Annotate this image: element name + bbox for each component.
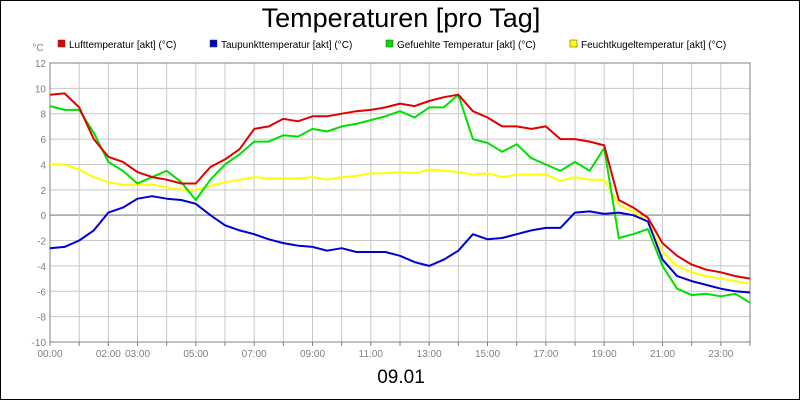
y-tick-label: 12 bbox=[35, 59, 47, 70]
y-tick-label: 4 bbox=[40, 160, 46, 171]
x-tick-label: 00:00 bbox=[37, 349, 62, 360]
legend-swatch bbox=[209, 39, 218, 48]
legend-label: Taupunkttemperatur [akt] (°C) bbox=[221, 40, 352, 51]
x-tick-label: 05:00 bbox=[183, 349, 208, 360]
date-label: 09.01 bbox=[377, 367, 425, 388]
x-tick-label: 02:00 bbox=[96, 349, 121, 360]
x-tick-label: 09:00 bbox=[300, 349, 325, 360]
legend-label: Gefuehlte Temperatur [akt] (°C) bbox=[397, 40, 536, 51]
series-line bbox=[49, 195, 751, 294]
x-tick-label: 07:00 bbox=[242, 349, 267, 360]
y-tick-label: 0 bbox=[40, 211, 46, 222]
legend-label: Lufttemperatur [akt] (°C) bbox=[69, 40, 176, 51]
legend-swatch bbox=[569, 39, 578, 48]
y-tick-label: 6 bbox=[40, 135, 46, 146]
y-tick-label: 2 bbox=[40, 186, 46, 197]
x-tick-label: 11:00 bbox=[359, 349, 384, 360]
y-tick-label: 8 bbox=[40, 110, 46, 121]
x-tick-label: 23:00 bbox=[708, 349, 733, 360]
y-tick-label: -8 bbox=[37, 313, 46, 324]
legend-swatch bbox=[385, 39, 394, 48]
legend-swatch bbox=[57, 39, 66, 48]
series-line bbox=[50, 163, 751, 285]
chart-title: Temperaturen [pro Tag] bbox=[261, 3, 541, 33]
y-tick-label: 10 bbox=[35, 84, 47, 95]
x-tick-label: 17:00 bbox=[533, 349, 558, 360]
y-tick-label: -4 bbox=[37, 262, 46, 273]
y-unit-label: °C bbox=[32, 43, 43, 54]
y-tick-label: -2 bbox=[37, 237, 46, 248]
series-line bbox=[49, 93, 751, 304]
x-tick-label: 19:00 bbox=[592, 349, 617, 360]
plot-border bbox=[49, 62, 751, 343]
legend-label: Feuchtkugeltemperatur [akt] (°C) bbox=[581, 40, 726, 51]
x-tick-label: 15:00 bbox=[475, 349, 500, 360]
x-tick-label: 03:00 bbox=[125, 349, 150, 360]
y-tick-label: -10 bbox=[32, 338, 47, 349]
x-tick-label: 13:00 bbox=[417, 349, 442, 360]
series-line bbox=[49, 92, 751, 280]
x-tick-label: 21:00 bbox=[650, 349, 675, 360]
y-tick-label: -6 bbox=[37, 287, 46, 298]
